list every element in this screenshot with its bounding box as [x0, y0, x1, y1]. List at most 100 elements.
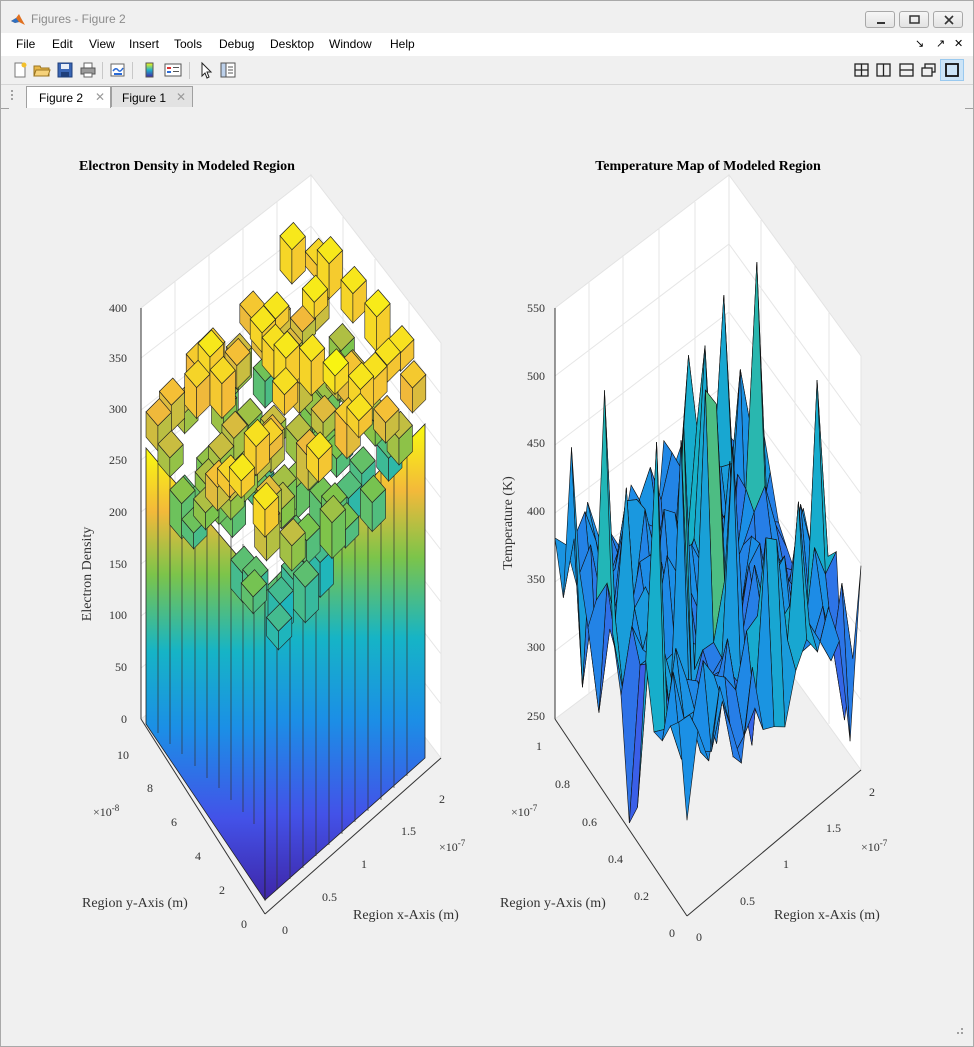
x-exponent: ×10-7	[861, 838, 888, 854]
x-axis-label: Region x-Axis (m)	[774, 908, 880, 923]
menu-window[interactable]: Window	[329, 37, 372, 51]
link-icon[interactable]	[109, 61, 127, 79]
undock-icon[interactable]: ↘	[915, 38, 925, 50]
menu-view[interactable]: View	[89, 37, 115, 51]
bar-top	[243, 418, 270, 448]
grip-icon[interactable]	[10, 89, 14, 103]
bar-top	[208, 431, 235, 461]
x-axis: 0 0.5 1 1.5 2	[696, 785, 875, 944]
x-tick-label: 1	[783, 857, 789, 871]
property-inspector-icon[interactable]	[219, 61, 237, 79]
menu-insert[interactable]: Insert	[129, 37, 160, 51]
menu-edit[interactable]: Edit	[52, 37, 73, 51]
tile-rows-icon[interactable]	[898, 61, 916, 79]
dock-icon[interactable]: ↗	[936, 38, 946, 50]
document-tab-bar: Figure 2 ✕ Figure 1 ✕	[1, 85, 973, 109]
new-figure-icon[interactable]	[11, 61, 29, 79]
maximize-icon	[945, 63, 959, 77]
close-tab-icon[interactable]: ✕	[176, 90, 187, 104]
y-tick-label: 10	[117, 748, 129, 762]
z-tick-label: 0	[121, 712, 127, 726]
y-tick-label: 0.2	[634, 889, 649, 903]
y-tick-label: 1	[536, 739, 542, 753]
menu-debug[interactable]: Debug	[219, 37, 255, 51]
close-figure-icon[interactable]: ✕	[954, 38, 964, 50]
bar-top	[322, 348, 349, 377]
figure-plots: 0 50 100 150 200 250 300 350 400 0 2 4 6…	[79, 159, 963, 1034]
colorbar-icon[interactable]	[141, 61, 159, 79]
bar-top	[292, 559, 320, 588]
menu-desktop[interactable]: Desktop	[270, 37, 315, 51]
toolbar-separator	[189, 62, 190, 79]
z-tick-label: 100	[109, 608, 127, 622]
menu-tools[interactable]: Tools	[174, 37, 203, 51]
z-tick-label: 300	[527, 640, 545, 654]
y-axis-label: Region y-Axis (m)	[500, 896, 606, 911]
resize-grip-icon[interactable]	[957, 1028, 963, 1034]
bar-top	[319, 494, 346, 524]
bar-top	[279, 518, 306, 547]
title-bar[interactable]: Figures - Figure 2	[1, 1, 973, 33]
x-tick-label: 1	[361, 857, 367, 871]
open-icon[interactable]	[33, 61, 51, 79]
bar-top	[252, 482, 279, 511]
x-tick-label: 0	[282, 923, 288, 937]
z-tick-label: 250	[109, 453, 127, 467]
x-tick-label: 0.5	[740, 894, 755, 908]
bar-top	[364, 289, 391, 318]
window-title: Figures - Figure 2	[31, 12, 126, 26]
x-tick-label: 0	[696, 930, 702, 944]
bar-top	[184, 359, 211, 389]
tab-figure-1[interactable]: Figure 1 ✕	[111, 86, 193, 107]
z-tick-label: 350	[527, 572, 545, 586]
restore-button[interactable]	[899, 11, 929, 28]
bar-top	[145, 398, 172, 427]
close-button[interactable]	[933, 11, 963, 28]
bar-tops	[145, 221, 427, 651]
bar-top	[349, 446, 376, 475]
plot-title: Electron Density in Modeled Region	[79, 159, 295, 174]
plot-title: Temperature Map of Modeled Region	[595, 159, 821, 174]
tile-grid-icon[interactable]	[853, 61, 871, 79]
axis-lines	[554, 308, 862, 917]
minimize-button[interactable]	[865, 11, 895, 28]
x-exponent: ×10-7	[439, 838, 466, 854]
tab-figure-2[interactable]: Figure 2 ✕	[26, 86, 111, 109]
bar-top	[310, 394, 337, 424]
bar-top	[306, 431, 333, 460]
x-tick-label: 1.5	[826, 821, 841, 835]
z-tick-label: 450	[527, 436, 545, 450]
pointer-icon[interactable]	[197, 61, 215, 79]
axis-lines	[140, 308, 442, 915]
legend-icon[interactable]	[164, 61, 182, 79]
bar-top	[263, 291, 290, 320]
tile-columns-icon[interactable]	[875, 61, 893, 79]
float-icon[interactable]	[920, 61, 938, 79]
z-axis-label: Temperature (K)	[501, 476, 516, 570]
bar-top	[197, 329, 224, 358]
z-tick-label: 550	[527, 301, 545, 315]
maximize-button[interactable]	[940, 59, 964, 81]
x-tick-label: 2	[869, 785, 875, 799]
print-icon[interactable]	[79, 61, 97, 79]
bar-top	[279, 221, 306, 251]
bar-top	[298, 333, 326, 363]
toolbar-separator	[102, 62, 103, 79]
z-tick-label: 50	[115, 660, 127, 674]
menu-help[interactable]: Help	[390, 37, 415, 51]
figure-canvas[interactable]: 0 50 100 150 200 250 300 350 400 0 2 4 6…	[9, 108, 965, 1038]
y-axis: 0 0.2 0.4 0.6 0.8 1	[536, 739, 675, 940]
y-axis-label: Region y-Axis (m)	[82, 896, 188, 911]
x-tick-label: 0.5	[322, 890, 337, 904]
z-tick-label: 500	[527, 369, 545, 383]
temperature-surface	[554, 261, 862, 824]
menu-file[interactable]: File	[16, 37, 36, 51]
bar-top	[221, 410, 248, 439]
bar-top	[272, 366, 299, 396]
close-tab-icon[interactable]: ✕	[95, 90, 106, 104]
save-icon[interactable]	[56, 61, 74, 79]
z-tick-label: 250	[527, 709, 545, 723]
y-exponent: ×10-7	[511, 803, 538, 819]
tab-label: Figure 2	[39, 91, 84, 105]
